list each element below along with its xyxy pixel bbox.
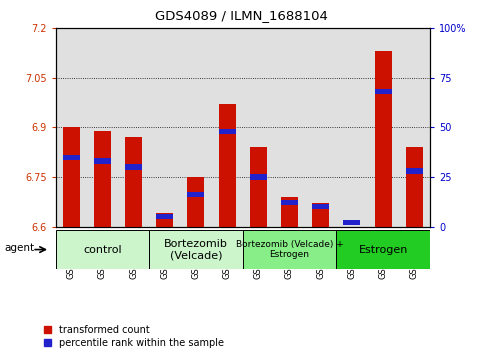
Bar [125, 137, 142, 227]
Text: control: control [83, 245, 122, 255]
Bar [406, 147, 423, 227]
Bar [374, 51, 392, 227]
Bar [374, 89, 392, 95]
Bar [218, 104, 236, 227]
Bar [406, 169, 423, 174]
Bar [187, 177, 204, 227]
Bar [336, 230, 430, 269]
Bar [156, 214, 173, 219]
Bar [94, 159, 111, 164]
Bar [312, 204, 329, 209]
Text: Estrogen: Estrogen [358, 245, 408, 255]
Bar [312, 204, 329, 227]
Bar [125, 165, 142, 170]
Bar [63, 127, 80, 227]
Bar [94, 131, 111, 227]
Bar [343, 220, 360, 225]
Bar [156, 213, 173, 227]
Bar [250, 175, 267, 179]
Text: Bortezomib (Velcade) +
Estrogen: Bortezomib (Velcade) + Estrogen [236, 240, 343, 259]
Bar [242, 230, 336, 269]
Text: GDS4089 / ILMN_1688104: GDS4089 / ILMN_1688104 [155, 9, 328, 22]
Legend: transformed count, percentile rank within the sample: transformed count, percentile rank withi… [43, 325, 224, 348]
Text: agent: agent [4, 242, 35, 253]
Bar [63, 155, 80, 160]
Text: Bortezomib
(Velcade): Bortezomib (Velcade) [164, 239, 228, 261]
Bar [149, 230, 242, 269]
Bar [218, 129, 236, 134]
Bar [187, 192, 204, 198]
Bar [281, 200, 298, 205]
Bar [281, 197, 298, 227]
Bar [56, 230, 149, 269]
Bar [250, 147, 267, 227]
